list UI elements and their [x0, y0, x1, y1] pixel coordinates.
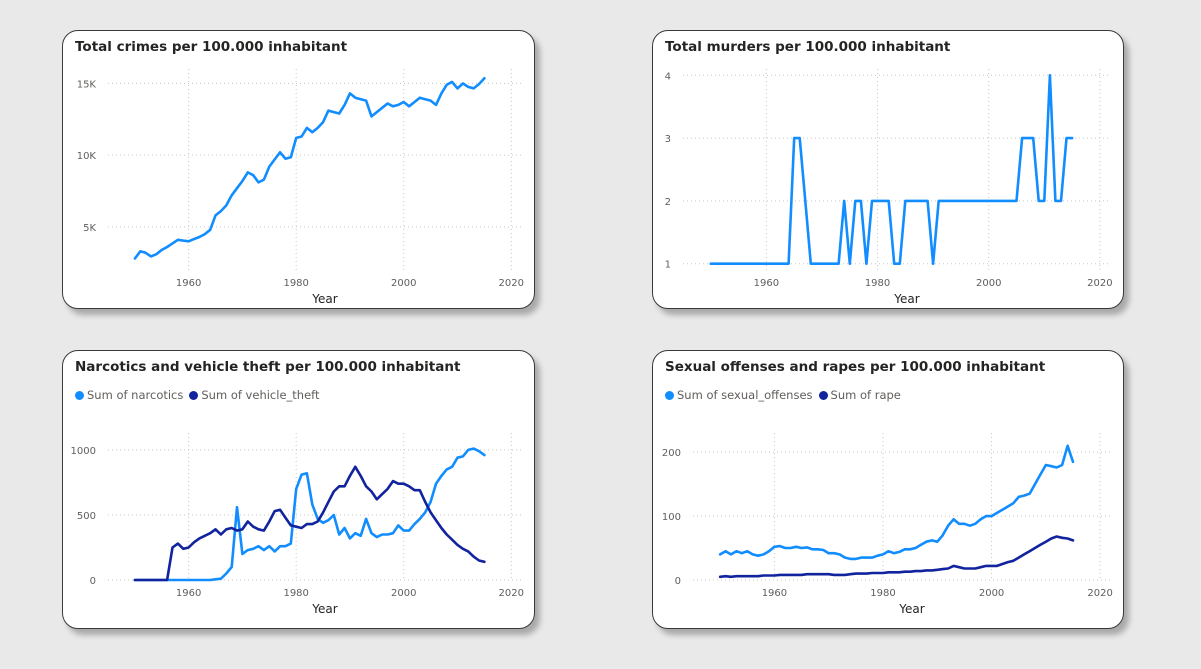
- x-tick-label: 1980: [283, 588, 308, 599]
- y-tick-label: 2: [665, 197, 671, 208]
- legend-marker-icon: [818, 390, 828, 400]
- x-tick-label: 1960: [754, 278, 779, 289]
- legend-item-rape[interactable]: Sum of rape: [818, 388, 901, 402]
- sexual-offenses-rapes-chart: 0 100 200 1960 1980 2000 2020 Year: [662, 433, 1113, 616]
- legend-marker-icon: [75, 390, 84, 400]
- series-line-1: [133, 447, 486, 582]
- chart-title: Total murders per 100.000 inhabitant: [665, 39, 951, 55]
- sexual-offenses-rapes-card: Sexual offenses and rapes per 100.000 in…: [652, 350, 1124, 629]
- x-tick-label: 1960: [176, 278, 201, 289]
- legend-label: Sum of narcotics: [87, 388, 184, 402]
- narcotics-vehicle-theft-chart: 0 500 1000 1960 1980 2000 2020 Year: [71, 433, 524, 616]
- y-tick-label: 0: [675, 576, 681, 587]
- legend-item-sexual-offenses[interactable]: Sum of sexual_offenses: [665, 388, 813, 402]
- legend-marker-icon: [189, 390, 199, 400]
- y-tick-label: 10K: [77, 151, 97, 162]
- legend-item-vehicle-theft[interactable]: Sum of vehicle_theft: [189, 388, 320, 402]
- x-tick-label: 2020: [499, 278, 524, 289]
- chart-title: Sexual offenses and rapes per 100.000 in…: [665, 359, 1046, 375]
- series-line-1: [718, 444, 1075, 561]
- y-tick-label: 100: [662, 512, 681, 523]
- y-tick-label: 500: [77, 511, 96, 522]
- chart-legend: Sum of narcotics Sum of vehicle_theft: [75, 388, 326, 402]
- x-axis-label: Year: [311, 602, 337, 616]
- legend-label: Sum of rape: [830, 388, 901, 402]
- chart-title: Narcotics and vehicle theft per 100.000 …: [75, 359, 461, 375]
- series-line-2: [133, 465, 486, 582]
- x-tick-label: 2020: [499, 588, 524, 599]
- narcotics-vehicle-theft-card: Narcotics and vehicle theft per 100.000 …: [62, 350, 535, 629]
- x-tick-label: 1980: [865, 278, 890, 289]
- x-tick-label: 2020: [1087, 278, 1112, 289]
- legend-item-narcotics[interactable]: Sum of narcotics: [75, 388, 183, 402]
- legend-label: Sum of vehicle_theft: [201, 388, 320, 402]
- x-tick-label: 2020: [1087, 588, 1112, 599]
- total-crimes-chart: 5K 10K 15K 1960 1980 2000 2020 Year: [77, 69, 524, 306]
- series-line-1: [133, 76, 486, 260]
- x-tick-label: 1980: [283, 278, 308, 289]
- x-tick-label: 2000: [391, 278, 416, 289]
- x-tick-label: 2000: [976, 278, 1001, 289]
- y-tick-label: 1000: [71, 446, 96, 457]
- x-axis-label: Year: [311, 292, 337, 306]
- chart-legend: Sum of sexual_offenses Sum of rape: [665, 388, 907, 402]
- series-line-1: [709, 73, 1074, 265]
- legend-marker-icon: [665, 390, 674, 400]
- y-tick-label: 200: [662, 448, 681, 459]
- x-tick-label: 1960: [176, 588, 201, 599]
- y-tick-label: 4: [665, 71, 671, 82]
- y-tick-label: 15K: [77, 79, 97, 90]
- legend-label: Sum of sexual_offenses: [677, 388, 813, 402]
- y-tick-label: 0: [90, 576, 96, 587]
- total-murders-card: Total murders per 100.000 inhabitant 1 2 3…: [652, 30, 1124, 309]
- y-tick-label: 1: [665, 260, 671, 271]
- total-crimes-card: Total crimes per 100.000 inhabitant 5K 10…: [62, 30, 535, 309]
- total-murders-chart: 1 2 3 4 1960 1980 2000 2020 Year: [665, 69, 1113, 306]
- y-tick-label: 3: [665, 134, 671, 145]
- x-axis-label: Year: [893, 292, 919, 306]
- x-axis-label: Year: [898, 602, 924, 616]
- y-tick-label: 5K: [83, 223, 96, 234]
- chart-title: Total crimes per 100.000 inhabitant: [75, 39, 348, 55]
- x-tick-label: 2000: [979, 588, 1004, 599]
- x-tick-label: 1980: [870, 588, 895, 599]
- series-line-2: [718, 535, 1075, 579]
- x-tick-label: 2000: [391, 588, 416, 599]
- x-tick-label: 1960: [762, 588, 787, 599]
